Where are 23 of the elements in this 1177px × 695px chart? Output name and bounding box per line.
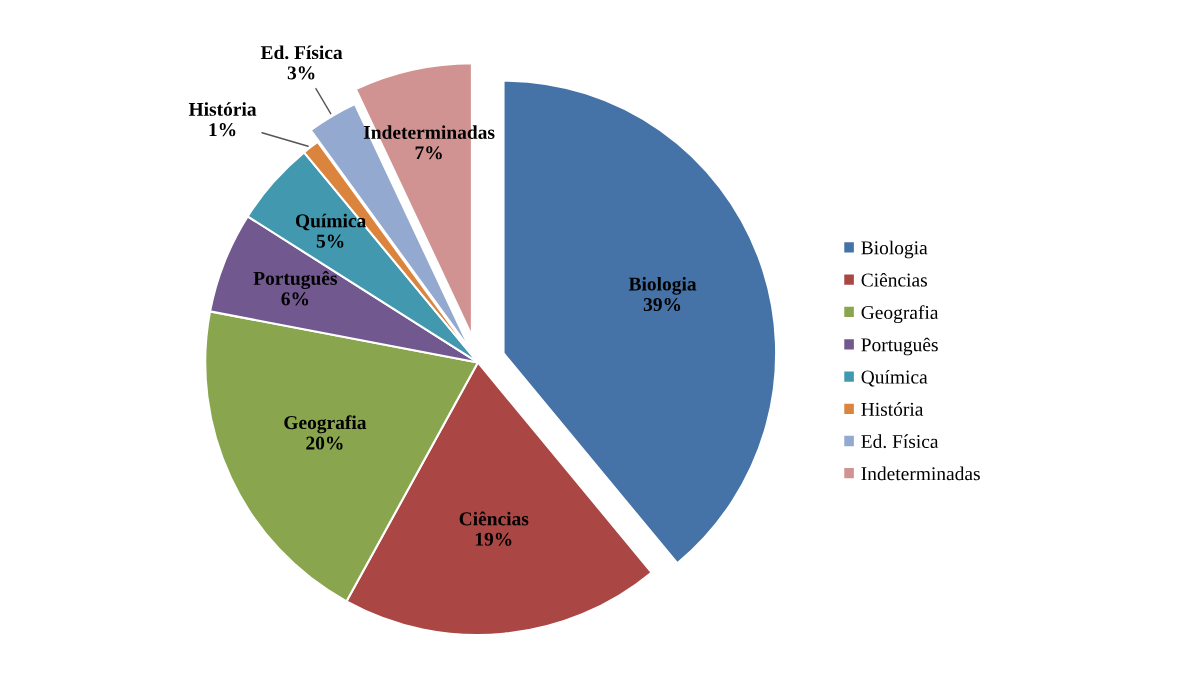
legend-label: Ed. Física xyxy=(861,434,939,449)
legend-label: Biologia xyxy=(861,240,928,259)
legend-label: Indeterminadas xyxy=(861,466,980,481)
data-label: 19% xyxy=(475,532,512,546)
data-label: 6% xyxy=(281,292,309,306)
legend-label: Português xyxy=(861,337,938,356)
slice-label: Biologia xyxy=(628,276,697,295)
slice-label: Português xyxy=(253,271,337,290)
data-label: 20% xyxy=(306,436,343,450)
data-label: 3% xyxy=(287,66,315,80)
legend-label: História xyxy=(861,402,924,416)
slice-label: Geografia xyxy=(284,415,367,434)
legend-label: Química xyxy=(861,369,928,387)
slice-label: Ed. Física xyxy=(260,45,343,60)
legend-label: Geografia xyxy=(861,305,939,324)
data-label: 5% xyxy=(316,234,344,248)
slice-label: História xyxy=(188,102,257,116)
data-label: 1% xyxy=(209,123,236,137)
data-label: 7% xyxy=(415,146,442,160)
legend-label: Ciências xyxy=(861,272,927,287)
slice-label: Ciências xyxy=(459,511,529,526)
slice-label: Indeterminadas xyxy=(363,125,495,139)
data-label: 39% xyxy=(643,297,681,312)
